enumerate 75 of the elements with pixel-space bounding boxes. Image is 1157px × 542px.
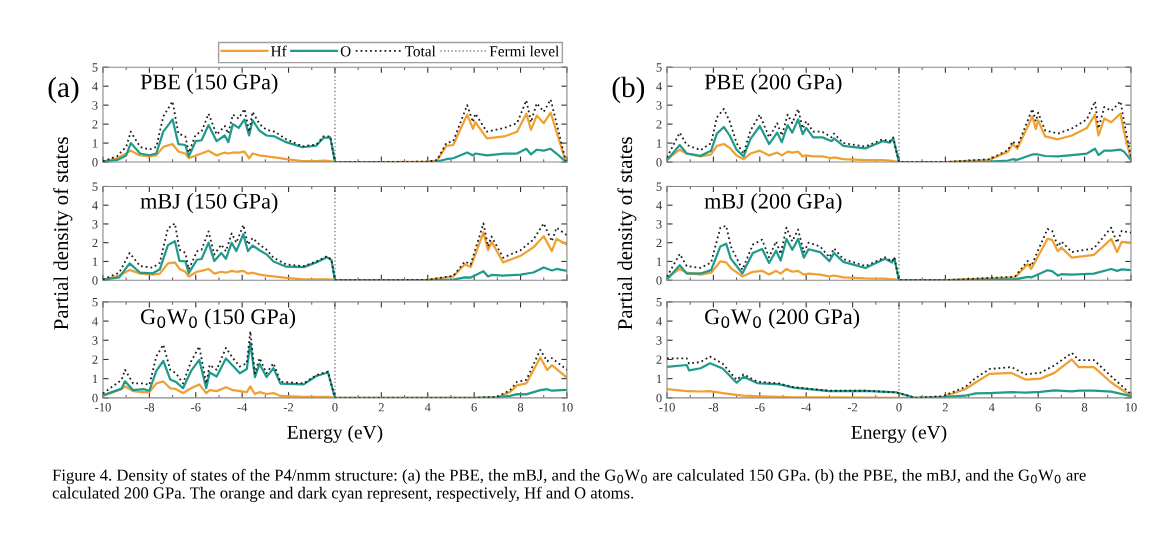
y-tick-label: 4: [656, 317, 662, 326]
legend-label: O: [340, 46, 351, 57]
text: Figure 4. Density of states of the P4/nmm structure: (a) the PBE, the mBJ, and the G$_{0}$W$_{0}$ are calculated 150 GPa. (b) the PBE, the mBJ, and the G$_{0}$W$_{0}$ are calculated 200 GPa. The orange and dark cyan represent, respectively, Hf and O atoms.: [52, 468, 1086, 503]
x-tick-label: 8: [517, 403, 524, 412]
y-tick-label: 3: [92, 220, 98, 229]
x-tick-label: 6: [471, 403, 477, 412]
x-tick-label: -4: [801, 403, 812, 412]
y-tick-label: 0: [656, 393, 662, 403]
x-tick-label: 4: [424, 403, 431, 412]
y-tick-label: 4: [656, 82, 662, 91]
y-tick-label: 0: [656, 276, 662, 285]
x-tick-label: -8: [144, 403, 155, 412]
y-tick-label: 2: [656, 120, 662, 129]
x-tick-label: -8: [708, 403, 719, 412]
x-tick-label: 0: [896, 403, 902, 412]
x-tick-label: 2: [378, 403, 384, 412]
x-tick-label: 10: [1125, 403, 1137, 412]
x-tick-label: -6: [191, 403, 201, 412]
y-tick-label: 2: [92, 120, 98, 129]
y-tick-label: 4: [92, 317, 98, 326]
y-tick-label: 3: [92, 101, 98, 110]
y-tick-label: 1: [92, 257, 98, 266]
y-tick-label: 4: [92, 82, 98, 91]
x-tick-label: -10: [659, 403, 675, 412]
y-tick-label: 0: [656, 158, 662, 167]
chart-title: G$_{0}$W$_{0}$ (150 GPa): [141, 308, 296, 329]
y-tick-label: 5: [92, 182, 98, 191]
y-tick-label: 3: [92, 336, 98, 345]
y-tick-label: 0: [92, 393, 98, 403]
x-axis-title: Energy (eV): [851, 425, 947, 443]
y-tick-label: 1: [92, 139, 98, 148]
x-tick-label: 10: [561, 403, 573, 412]
y-tick-label: 4: [656, 201, 662, 210]
y-tick-label: 1: [657, 139, 662, 148]
x-axis-title: Energy (eV): [287, 425, 383, 443]
x-tick-label: -4: [237, 403, 248, 412]
chart-title: PBE (200 GPa): [704, 73, 842, 94]
chart-title: mBJ (150 GPa): [140, 193, 278, 214]
chart-title: mBJ (200 GPa): [704, 193, 842, 214]
chart-title: PBE (150 GPa): [140, 73, 278, 94]
y-tick-label: 2: [92, 238, 98, 248]
y-tick-label: 1: [657, 374, 662, 383]
x-tick-label: 2: [942, 403, 948, 412]
text: (b): [612, 76, 645, 104]
y-tick-label: 3: [656, 220, 662, 229]
chart-title: G$_{0}$W$_{0}$ (200 GPa): [705, 308, 860, 329]
y-axis-title: Partial density of states: [53, 137, 73, 330]
y-tick-label: 5: [92, 298, 98, 307]
x-tick-label: -6: [755, 403, 765, 412]
y-tick-label: 5: [656, 182, 662, 191]
legend-label: Fermi level: [489, 45, 559, 57]
text: (a): [48, 76, 79, 104]
x-tick-label: -2: [283, 403, 294, 412]
y-tick-label: 4: [92, 201, 98, 210]
y-tick-label: 1: [92, 374, 98, 383]
y-tick-label: 5: [92, 63, 98, 72]
y-tick-label: 5: [656, 63, 662, 72]
y-tick-label: 2: [92, 355, 98, 364]
x-tick-label: 4: [988, 403, 995, 412]
y-tick-label: 2: [656, 238, 662, 248]
x-tick-label: 6: [1035, 403, 1041, 412]
x-tick-label: -2: [847, 403, 858, 412]
y-tick-label: 2: [656, 355, 662, 364]
y-axis-title: Partial density of states: [617, 137, 637, 330]
y-tick-label: 0: [92, 158, 98, 167]
y-tick-label: 5: [656, 298, 662, 307]
y-tick-label: 3: [656, 336, 662, 345]
y-tick-label: 0: [92, 276, 98, 285]
x-tick-label: 0: [332, 403, 338, 412]
legend-label: Total: [404, 45, 436, 57]
y-tick-label: 3: [656, 101, 662, 110]
y-tick-label: 1: [657, 257, 662, 266]
x-tick-label: 8: [1081, 403, 1088, 412]
legend-label: Hf: [270, 45, 287, 57]
x-tick-label: -10: [95, 403, 111, 412]
